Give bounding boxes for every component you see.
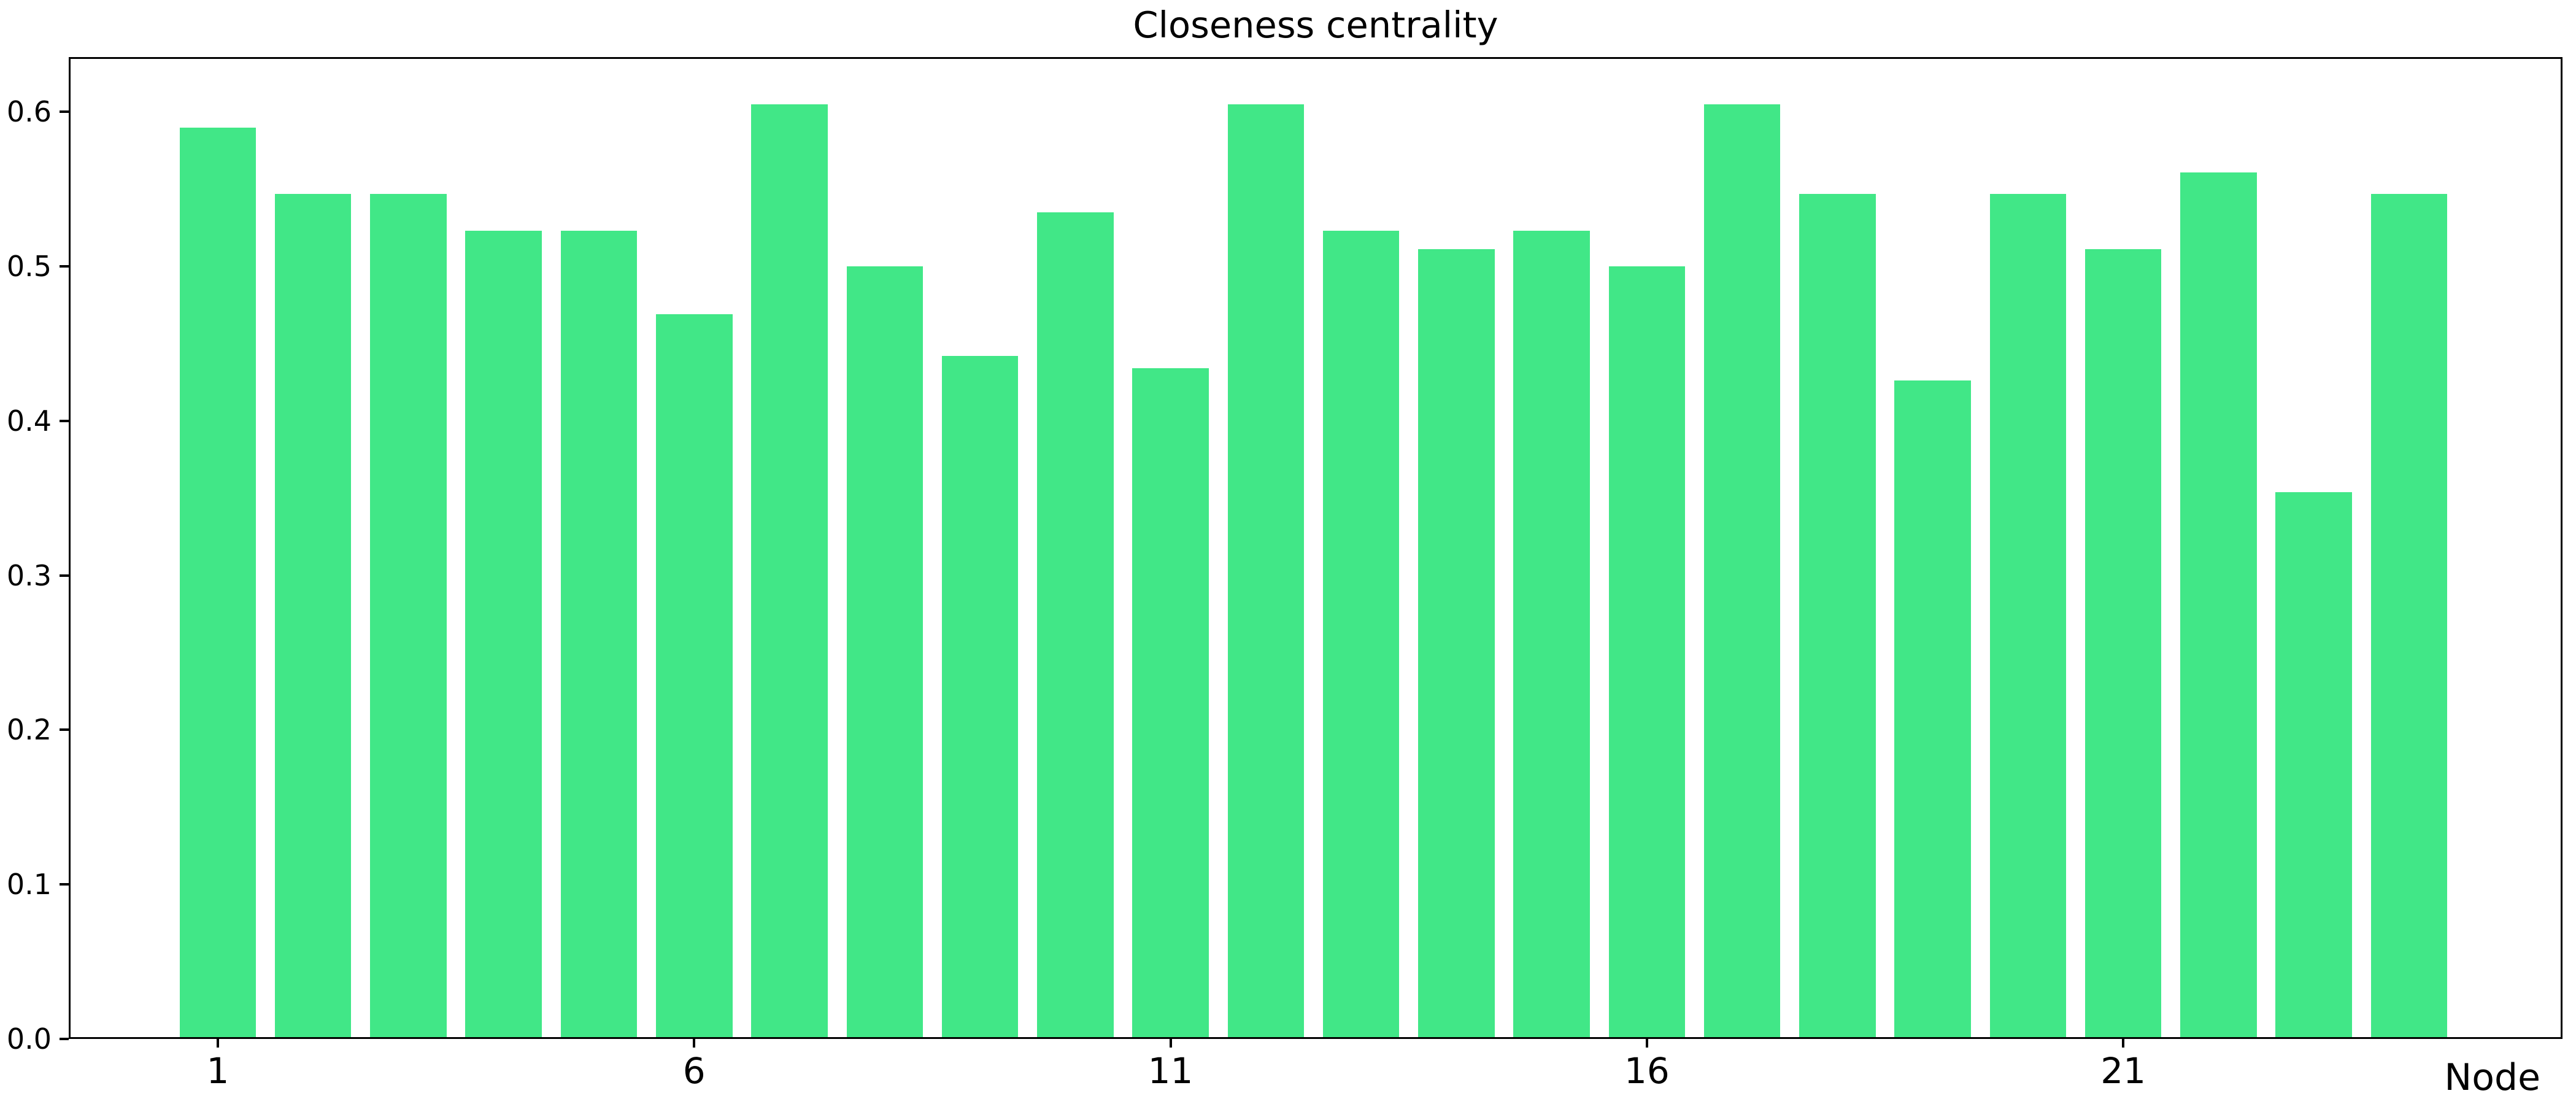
bar-node-1	[179, 127, 256, 1039]
bar-node-19	[1894, 380, 1971, 1039]
bar-node-11	[1132, 368, 1209, 1039]
y-tick-mark	[60, 419, 69, 422]
y-tick-mark	[60, 1038, 69, 1040]
chart-title: Closeness centrality	[1133, 4, 1498, 46]
y-tick-mark	[60, 883, 69, 886]
y-tick-mark	[60, 574, 69, 577]
bar-node-7	[751, 104, 828, 1039]
bar-node-18	[1799, 193, 1876, 1039]
y-tick-label-0.4: 0.4	[6, 404, 52, 438]
bar-node-24	[2370, 193, 2448, 1039]
bar-node-3	[370, 193, 447, 1039]
bar-node-21	[2084, 249, 2162, 1039]
x-tick-label-21: 21	[2100, 1050, 2146, 1092]
x-tick-mark	[1169, 1039, 1172, 1048]
bar-node-13	[1322, 231, 1400, 1039]
x-axis-label: Node	[2444, 1056, 2540, 1099]
x-tick-label-11: 11	[1147, 1050, 1194, 1092]
bar-node-20	[1989, 193, 2067, 1039]
bar-node-5	[560, 231, 638, 1039]
bar-node-8	[846, 266, 924, 1039]
bar-node-6	[656, 314, 733, 1039]
x-tick-mark	[1645, 1039, 1648, 1048]
plot-area	[69, 57, 2563, 1039]
bar-node-12	[1227, 104, 1305, 1039]
x-tick-mark	[693, 1039, 696, 1048]
x-tick-label-1: 1	[206, 1050, 229, 1092]
bar-node-9	[941, 356, 1019, 1039]
x-tick-label-16: 16	[1624, 1050, 1670, 1092]
x-tick-label-6: 6	[682, 1050, 706, 1092]
y-tick-label-0.5: 0.5	[6, 250, 52, 284]
x-tick-mark	[2122, 1039, 2125, 1048]
bar-node-10	[1037, 212, 1114, 1039]
bar-node-2	[274, 193, 352, 1039]
y-tick-label-0.1: 0.1	[6, 868, 52, 901]
bar-node-14	[1418, 249, 1495, 1039]
bar-node-4	[465, 231, 542, 1039]
bar-node-16	[1608, 266, 1686, 1039]
x-tick-mark	[216, 1039, 219, 1048]
y-tick-label-0.2: 0.2	[6, 713, 52, 747]
bar-node-22	[2180, 172, 2257, 1039]
bar-node-23	[2275, 492, 2352, 1039]
bar-node-17	[1703, 104, 1781, 1039]
y-tick-label-0.6: 0.6	[6, 95, 52, 129]
y-tick-mark	[60, 110, 69, 114]
bar-node-15	[1513, 231, 1590, 1039]
y-tick-label-0.3: 0.3	[6, 558, 52, 592]
y-tick-mark	[60, 265, 69, 268]
y-tick-mark	[60, 728, 69, 731]
y-tick-label-0.0: 0.0	[6, 1022, 52, 1056]
